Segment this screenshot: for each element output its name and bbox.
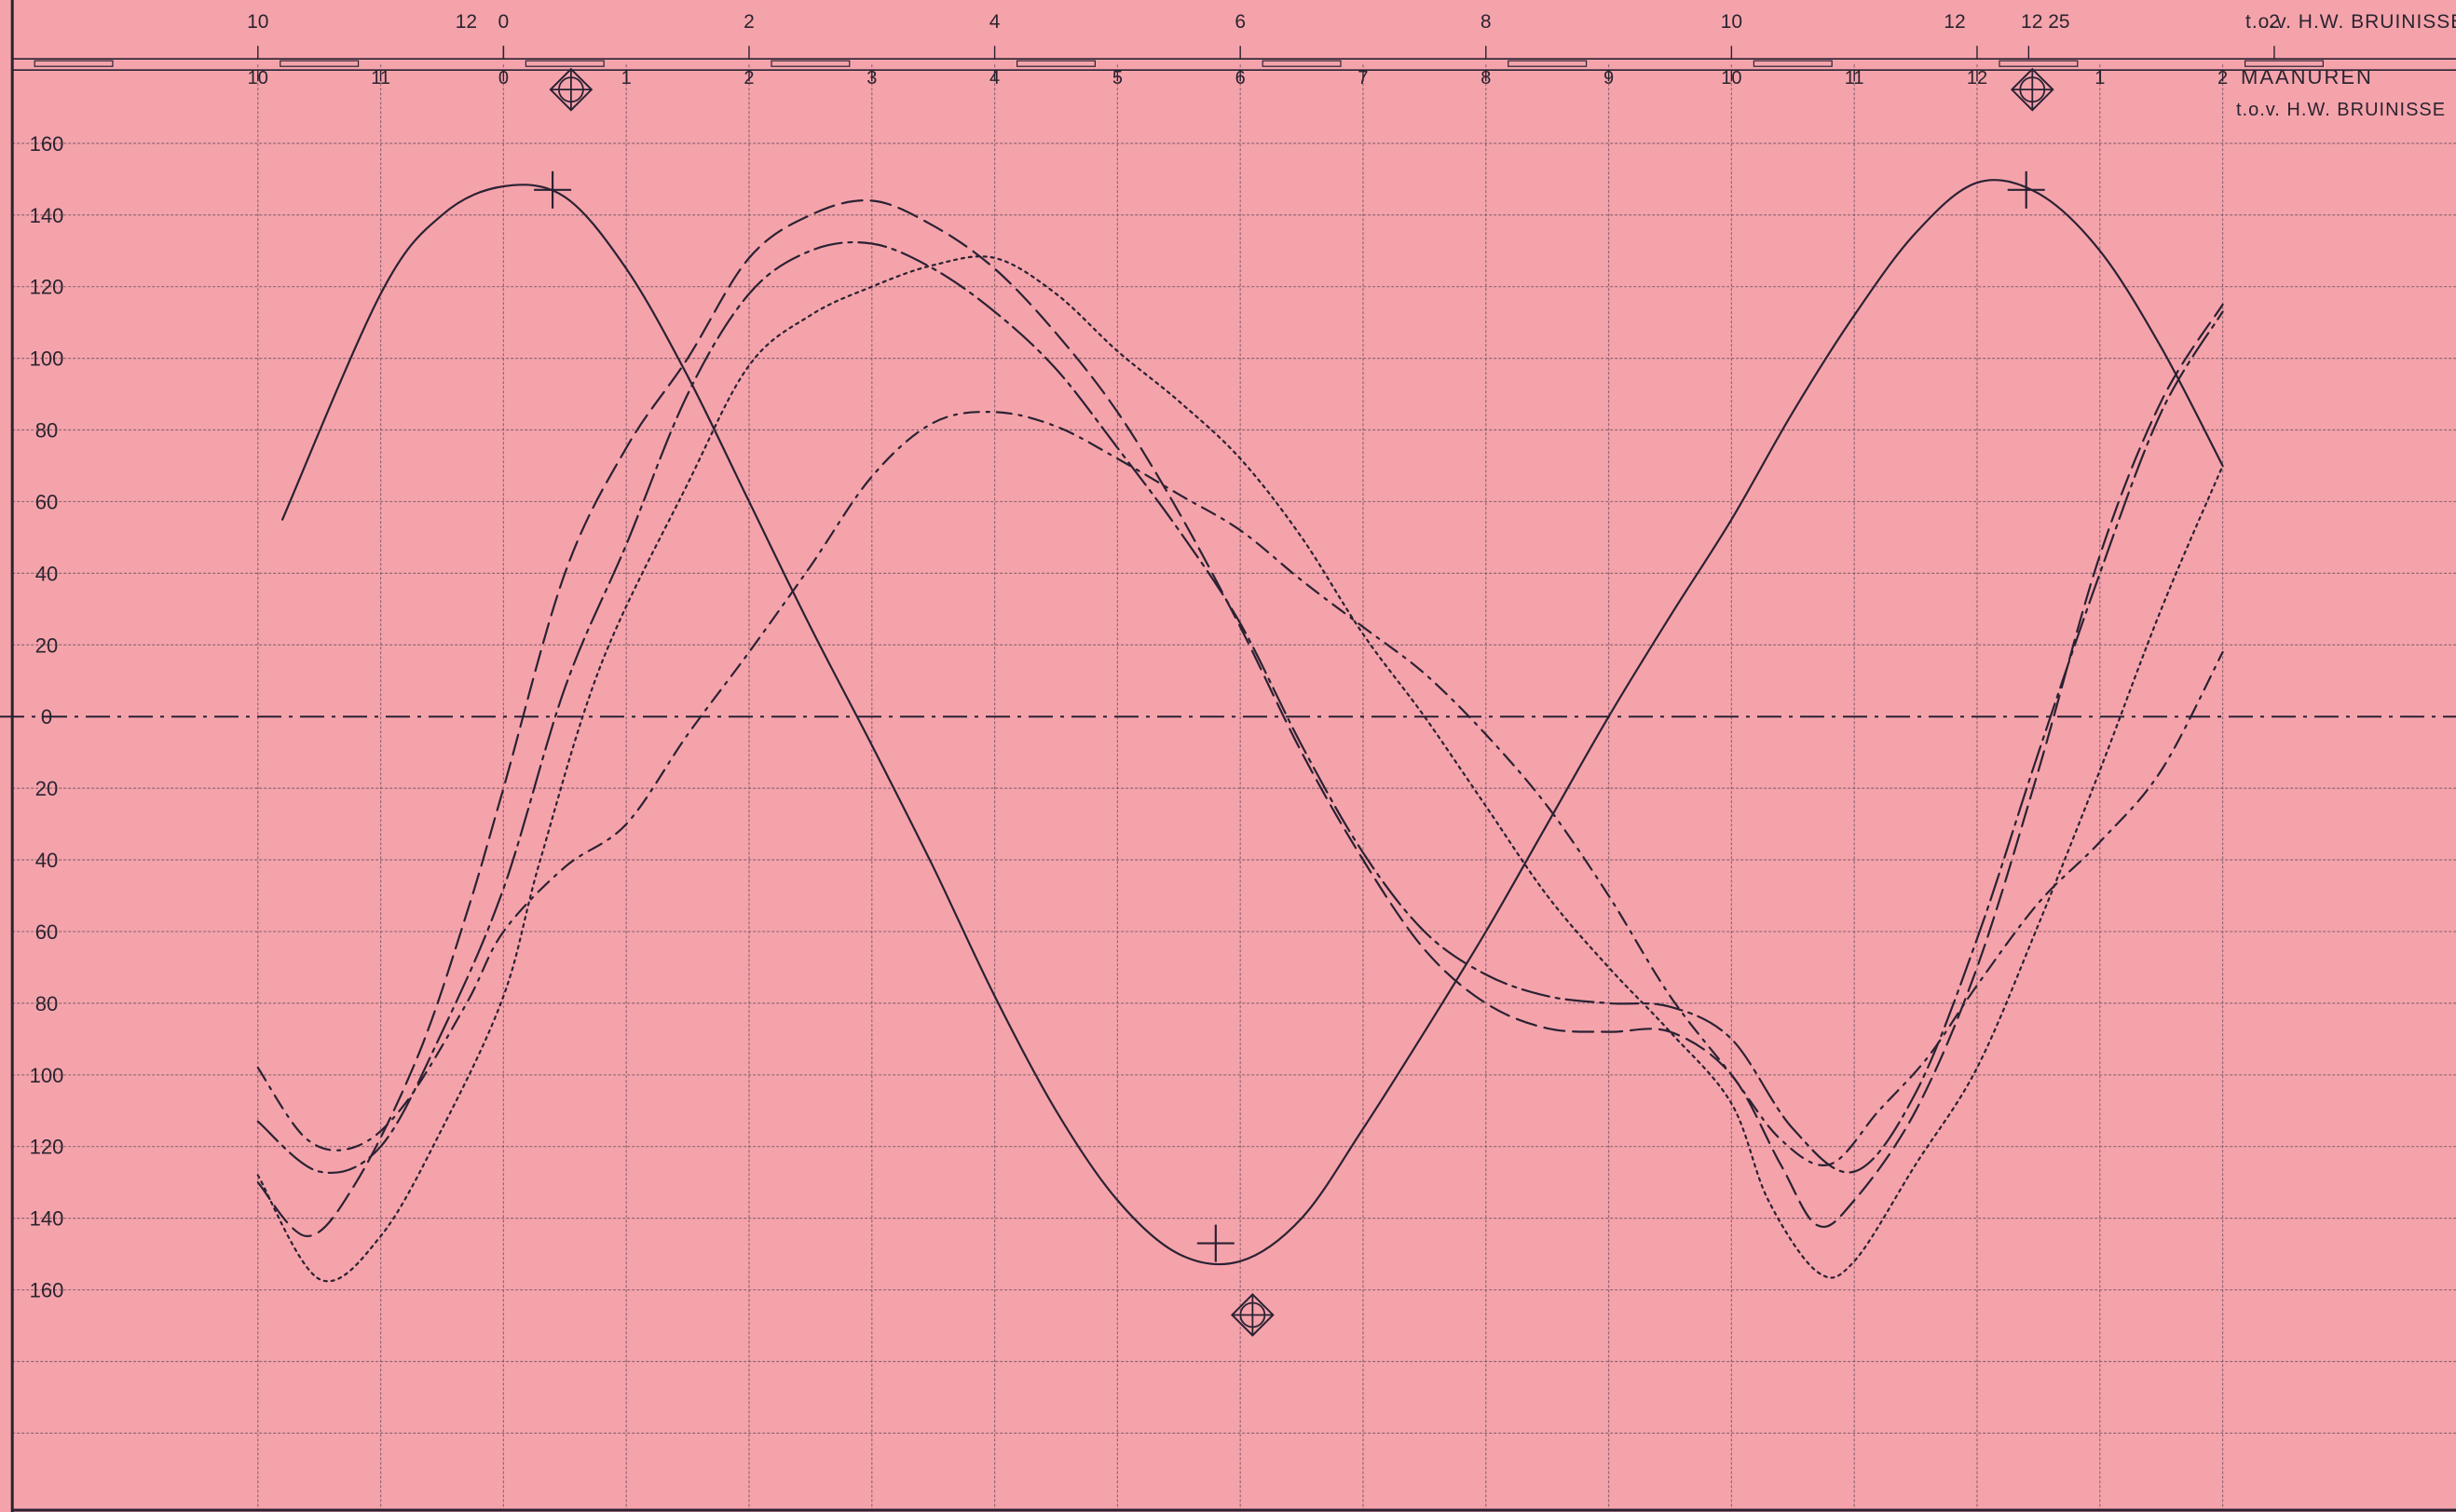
top-tick-label: 2 [744, 11, 755, 33]
y-tick-label: 80 [35, 419, 58, 443]
time-scale-bar [1999, 60, 2079, 67]
y-tick-label: 60 [35, 490, 58, 513]
bottom-tick-label: 1 [621, 68, 632, 89]
bottom-tick-label: 11 [1845, 68, 1864, 89]
top-tick-label: 0 [498, 11, 510, 33]
bottom-tick-label: 9 [1603, 68, 1614, 89]
time-scale-bar [1016, 60, 1096, 67]
y-tick-label: 140 [30, 1207, 64, 1231]
top-tick-label: 10 [247, 11, 268, 33]
diamond-cross-marker [1230, 1293, 1275, 1337]
y-tick-label: 100 [30, 1064, 64, 1087]
bottom-tick-label: 11 [371, 68, 390, 89]
bottom-tick-label: 3 [866, 68, 877, 89]
bottom-scale-label-reference: t.o.v. H.W. BRUINISSE [2236, 100, 2446, 120]
top-tick-label: 12 25 [2021, 11, 2070, 33]
bottom-time-scale: 10 11 0 1 2 3 4 5 6 7 8 9 10 11 12 1 2 [248, 68, 2228, 89]
top-tick-label: 8 [1480, 11, 1492, 33]
y-tick-label: 160 [30, 132, 64, 156]
y-tick-label: 60 [35, 920, 58, 944]
bottom-tick-label: 7 [1358, 68, 1368, 89]
time-scale-bar [2244, 60, 2324, 67]
series-line-solid [281, 179, 2224, 1266]
diamond-cross-marker [549, 67, 594, 112]
bottom-tick-label: 10 [1721, 68, 1741, 89]
bottom-tick-label: 0 [498, 68, 509, 89]
y-tick-label: 120 [30, 276, 64, 299]
y-tick-label: 20 [35, 777, 58, 800]
bottom-tick-label: 4 [989, 68, 1000, 89]
series-lines [256, 179, 2224, 1283]
cross-marker [534, 170, 572, 209]
bottom-tick-label: 5 [1112, 68, 1123, 89]
event-markers [534, 67, 2054, 1337]
y-tick-label: 40 [35, 849, 58, 872]
top-tick-label: 6 [1235, 11, 1246, 33]
top-tick-label: 4 [989, 11, 1001, 33]
time-scale-bar [1508, 60, 1588, 67]
series-line-dash-dot [256, 411, 2224, 1166]
time-scale-bar [1753, 60, 1833, 67]
cross-marker [2007, 170, 2045, 209]
bottom-tick-label: 12 [1967, 68, 1987, 89]
y-tick-label: 100 [30, 347, 64, 371]
time-scale-bar [1262, 60, 1342, 67]
cross-marker [1196, 1224, 1235, 1262]
y-tick-label: 120 [30, 1136, 64, 1159]
y-tick-label: 0 [41, 705, 52, 729]
series-line-long-dash-dot [256, 240, 2224, 1175]
y-tick-label: 40 [35, 562, 58, 585]
y-axis-ticks: 160 140 120 100 80 60 40 20 0 20 40 60 80 100 120 140 16… [30, 132, 64, 1302]
time-scale-bar [771, 60, 851, 67]
bottom-scale-label-moon-hours: MAANUREN [2241, 65, 2373, 89]
top-tick-label: 2 [2269, 11, 2280, 33]
y-tick-label: 80 [35, 992, 58, 1015]
series-line-dashed [256, 198, 2224, 1237]
y-tick-label: 20 [35, 633, 58, 657]
top-tick-label: 12 [1944, 11, 1965, 33]
bottom-tick-label: 6 [1235, 68, 1246, 89]
top-time-scale: 10 12 0 2 4 6 8 10 12 12 25 2 [247, 11, 2280, 60]
y-tick-label: 140 [30, 204, 64, 227]
bottom-tick-label: 2 [744, 68, 754, 89]
bottom-tick-label: 2 [2217, 68, 2228, 89]
time-scale-bar [525, 60, 605, 67]
diamond-cross-marker [2010, 67, 2054, 112]
grid-lines [12, 64, 2456, 1512]
top-scale-label: t.o.v. H.W. BRUINISSE [2245, 11, 2456, 33]
top-tick-label: 12 [456, 11, 477, 33]
top-tick-label: 10 [1721, 11, 1742, 33]
bottom-tick-label: 10 [248, 68, 268, 89]
time-scale-bar [280, 60, 360, 67]
bottom-tick-label: 1 [2094, 68, 2105, 89]
y-tick-label: 160 [30, 1279, 64, 1302]
bottom-tick-label: 8 [1480, 68, 1491, 89]
series-line-dotted [256, 255, 2224, 1283]
time-scale-bar [34, 60, 114, 67]
